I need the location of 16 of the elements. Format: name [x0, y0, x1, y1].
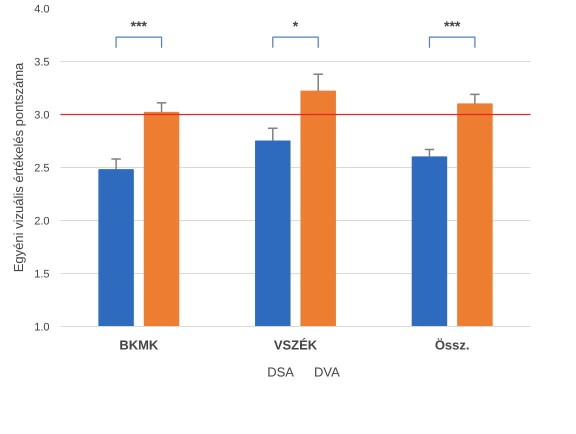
y-axis-title: Egyéni vizuális értékelés pontszáma — [11, 62, 26, 272]
x-tick-label: VSZÉK — [274, 338, 318, 352]
y-tick-label: 3.5 — [34, 56, 50, 68]
y-tick-label: 2.5 — [34, 162, 50, 174]
x-tick-label: Össz. — [434, 338, 470, 352]
text: DVA — [314, 364, 340, 380]
text: DSA — [267, 364, 294, 380]
y-tick-label: 1.5 — [34, 268, 50, 280]
annotation: *** — [444, 18, 461, 34]
y-tick-label: 2.0 — [34, 216, 50, 228]
y-tick-label: 1.0 — [34, 322, 50, 334]
y-tick-label: 3.0 — [34, 110, 50, 122]
annotation: * — [292, 18, 299, 34]
y-tick-label: 4.0 — [34, 4, 50, 16]
annotation: *** — [130, 18, 148, 34]
x-tick-label: BKMK — [119, 338, 159, 352]
